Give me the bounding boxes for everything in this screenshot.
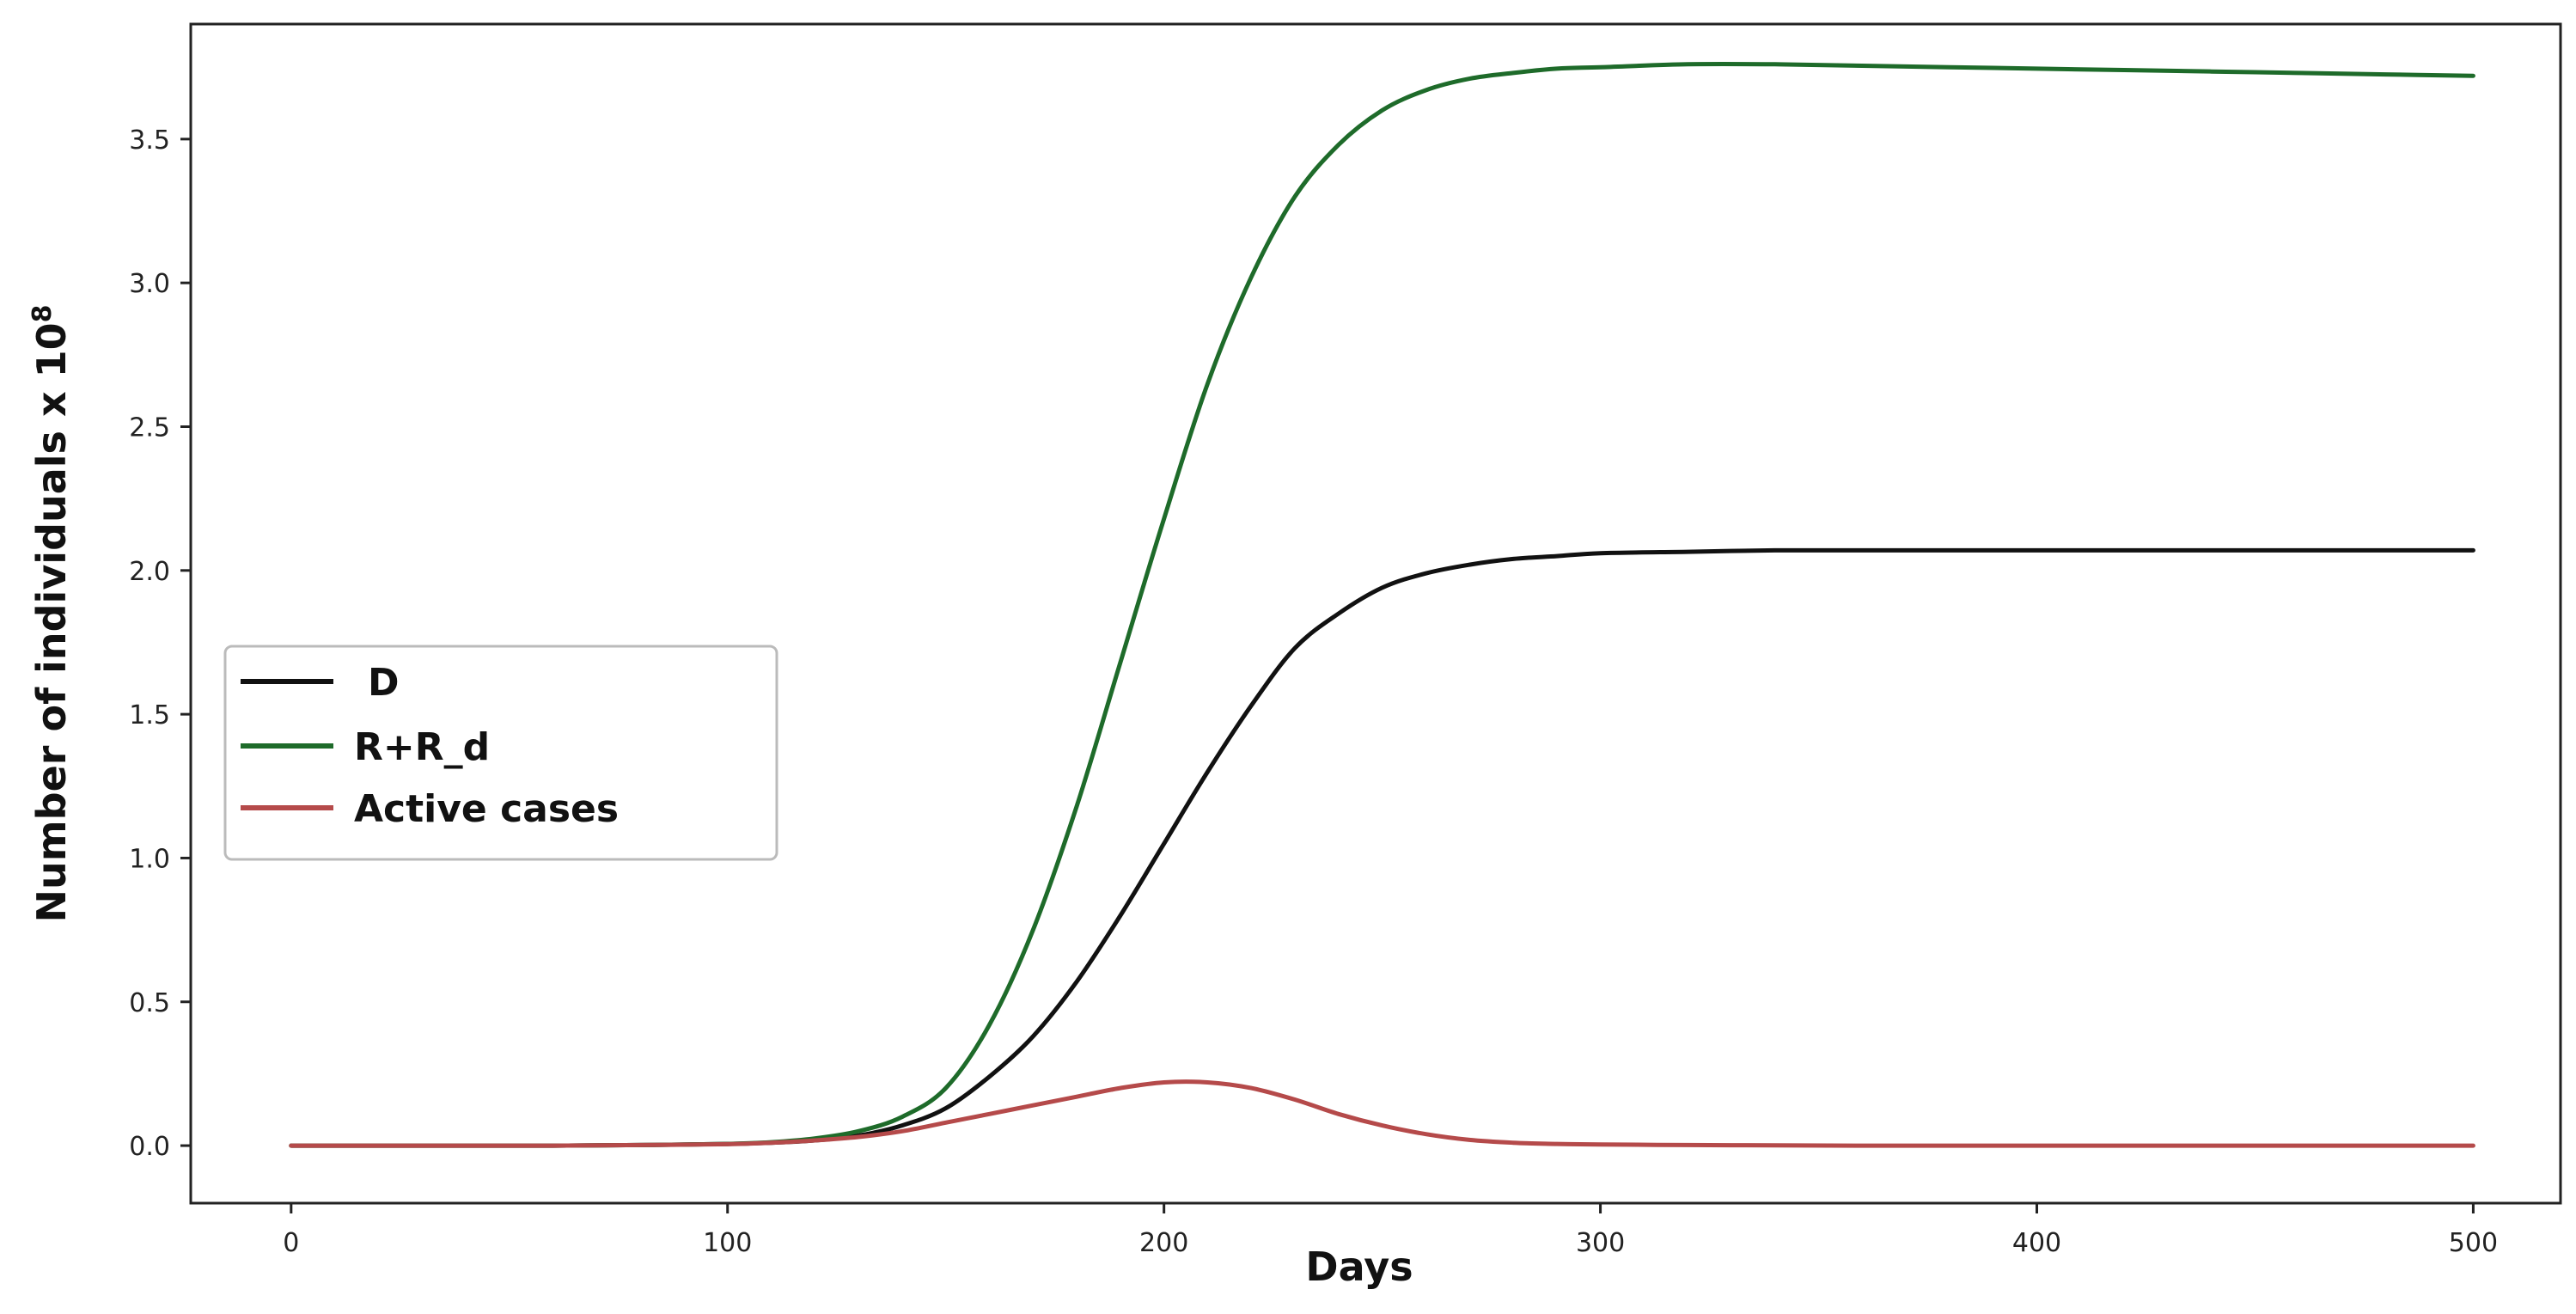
y-tick-label: 2.0: [129, 557, 170, 587]
legend-label: Active cases: [354, 787, 619, 831]
legend: D R+R_d Active cases: [223, 645, 778, 861]
y-tick-label: 1.5: [129, 700, 170, 730]
y-tick-label: 1.0: [129, 844, 170, 874]
y-axis-title-base: Number of individuals x 10: [28, 322, 75, 922]
legend-label: D: [368, 661, 400, 705]
x-axis-ticks: 0 100 200 300 400 500: [283, 1203, 2498, 1258]
series-line-active-cases: [289, 1079, 2475, 1148]
series-line-r-r-d: [289, 62, 2475, 1148]
y-axis-title: Number of individuals x 108: [27, 304, 76, 922]
x-tick-label: 500: [2449, 1228, 2498, 1258]
x-axis-title: Days: [1305, 1244, 1413, 1290]
y-tick-label: 2.5: [129, 413, 170, 443]
x-tick-label: 100: [703, 1228, 752, 1258]
y-tick-label: 0.0: [129, 1132, 170, 1162]
x-tick-label: 300: [1576, 1228, 1625, 1258]
series-group: [289, 62, 2475, 1148]
y-tick-label: 3.0: [129, 269, 170, 299]
plot-area-frame: [189, 22, 2562, 1205]
legend-label: R+R_d: [354, 725, 490, 769]
x-tick-label: 200: [1139, 1228, 1188, 1258]
x-tick-label: 0: [283, 1228, 299, 1258]
y-axis-title-exponent: 8: [27, 304, 58, 322]
y-tick-label: 3.5: [129, 125, 170, 156]
y-tick-label: 0.5: [129, 988, 170, 1018]
x-tick-label: 400: [2012, 1228, 2061, 1258]
y-axis-ticks: 0.0 0.5 1.0 1.5 2.0 2.5 3.0 3.5: [129, 125, 191, 1162]
legend-frame: [223, 645, 778, 861]
